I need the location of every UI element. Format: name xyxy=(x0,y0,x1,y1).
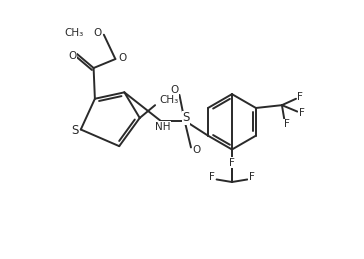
Text: F: F xyxy=(297,92,303,103)
Text: S: S xyxy=(71,124,79,137)
Text: O: O xyxy=(68,51,76,61)
Text: F: F xyxy=(209,172,215,182)
Text: F: F xyxy=(284,119,289,130)
Text: CH₃: CH₃ xyxy=(64,28,83,38)
Text: F: F xyxy=(299,108,305,118)
Text: O: O xyxy=(118,53,127,63)
Text: F: F xyxy=(229,158,235,168)
Text: O: O xyxy=(171,85,179,95)
Text: NH: NH xyxy=(155,122,170,132)
Text: O: O xyxy=(193,145,201,155)
Text: F: F xyxy=(249,172,255,182)
Text: CH₃: CH₃ xyxy=(160,95,179,105)
Text: O: O xyxy=(93,28,102,38)
Text: S: S xyxy=(182,111,190,125)
